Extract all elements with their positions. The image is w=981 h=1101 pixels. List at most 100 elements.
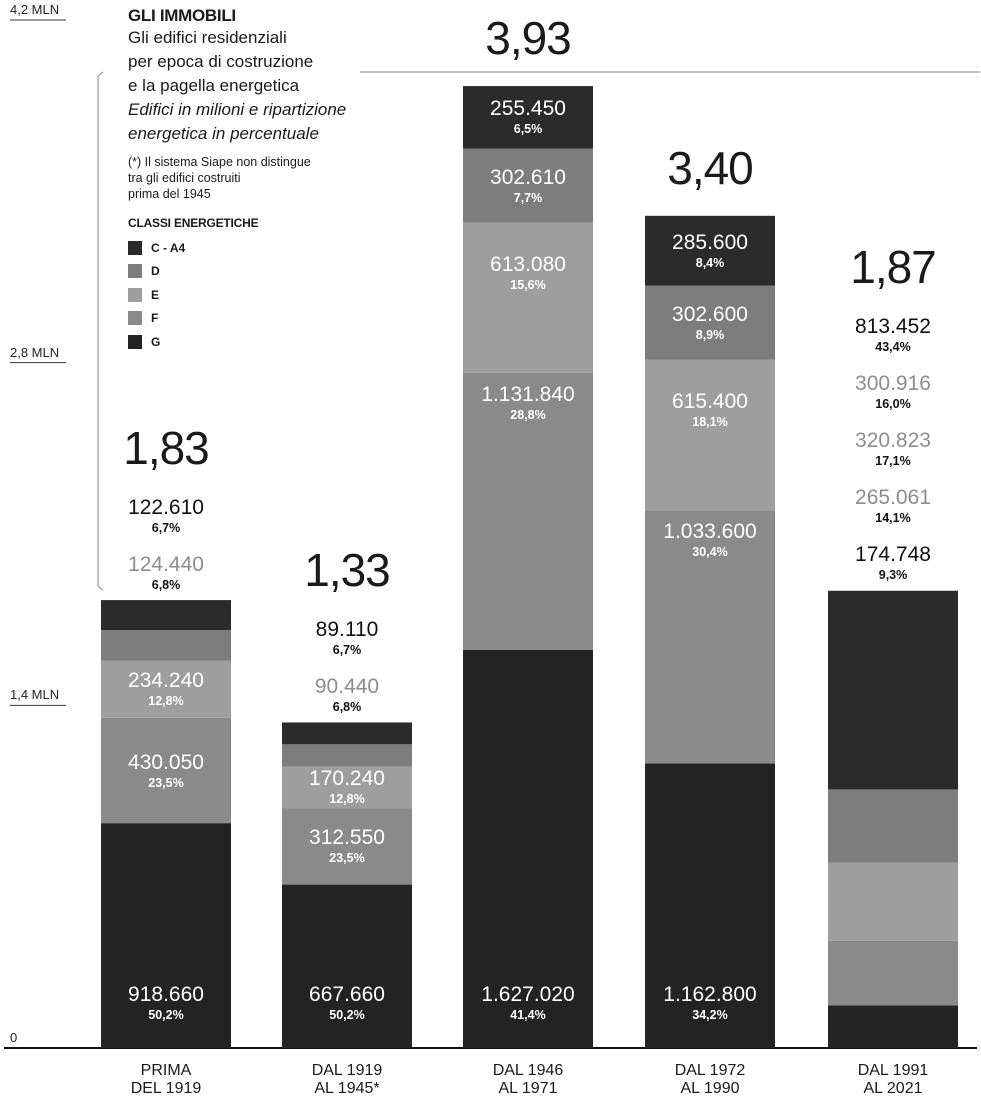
legend-classes-title: CLASSI ENERGETICHE — [128, 216, 259, 230]
bar-3-segment-d — [645, 285, 775, 360]
bar-0-segment-f — [101, 717, 231, 824]
legend-label-f: F — [151, 311, 159, 326]
legend-item-e: E — [128, 283, 488, 307]
legend-block: GLI IMMOBILI Gli edifici residenziali pe… — [128, 5, 488, 354]
bar-total-2: 3,93 — [485, 12, 572, 65]
legend-swatch-e — [128, 287, 142, 302]
bar-1-segment-f — [282, 808, 412, 885]
bar-3-label-d: 302.600 8,9% — [620, 303, 800, 343]
segment-value: 312.550 — [309, 826, 385, 850]
segment-percent: 6,5% — [513, 122, 543, 137]
segment-value: 255.450 — [490, 97, 566, 121]
bar-2-segment-e — [463, 222, 593, 373]
segment-percent: 18,1% — [692, 414, 728, 429]
segment-percent: 16,0% — [875, 397, 911, 412]
bar-0-label-f: 430.050 23,5% — [76, 751, 256, 791]
bar-total-1: 1,33 — [304, 544, 391, 597]
legend-swatch-f — [128, 311, 142, 326]
segment-value: 90.440 — [314, 675, 380, 699]
bar-0-label-d: 124.440 6,8% — [76, 553, 256, 593]
segment-percent: 8,4% — [695, 255, 725, 270]
bar-0-segment-d — [101, 630, 231, 661]
y-tick-label-3: 4,2 MLN — [10, 2, 60, 17]
segment-value: 234.240 — [128, 669, 204, 693]
segment-value: 1.131.840 — [481, 382, 575, 406]
bar-2-label-e: 613.080 15,6% — [438, 253, 618, 293]
bar-1-label-f: 312.550 23,5% — [257, 826, 437, 866]
bar-0-segment-g — [101, 823, 231, 1048]
bar-2-segment-c-a4 — [463, 86, 593, 149]
segment-percent: 50,2% — [148, 1008, 184, 1022]
bar-3-label-c-a4: 285.600 8,4% — [620, 231, 800, 271]
bar-4-label-e: 320.823 17,1% — [803, 429, 981, 469]
bar-4-segment-d — [828, 789, 958, 863]
legend-item-f: F — [128, 307, 488, 331]
bar-2-label-d: 302.610 7,7% — [438, 166, 618, 206]
segment-percent: 17,1% — [875, 454, 911, 469]
bar-1-segment-c-a4 — [282, 722, 412, 745]
bar-2-segment-g — [463, 649, 593, 1048]
subtitle-line-3: e la pagella energetica — [128, 76, 300, 95]
y-tick-label-1: 1,4 MLN — [10, 687, 60, 703]
segment-percent: 6,7% — [332, 643, 362, 658]
bar-3-segment-f — [645, 510, 775, 764]
bar-2-label-f: 1.131.840 28,8% — [438, 383, 618, 423]
bar-2-segment-d — [463, 148, 593, 223]
segment-value: 174.748 — [855, 543, 931, 567]
bar-2-label-c-a4: 255.450 6,5% — [438, 97, 618, 137]
footnote-line-1: (*) Il sistema Siape non distingue — [128, 155, 311, 169]
segment-value: 615.400 — [672, 389, 748, 413]
x-category-line: DAL 1919 — [311, 1062, 383, 1079]
y-tick-label-0: 0 — [10, 1030, 18, 1045]
bar-0-segment-c-a4 — [101, 600, 231, 631]
bar-0-label-e: 234.240 12,8% — [76, 669, 256, 709]
segment-percent: 6,8% — [151, 578, 181, 593]
bar-1-label-g: 667.660 50,2% — [257, 983, 437, 1023]
segment-percent: 23,5% — [148, 775, 184, 790]
bar-1-label-e: 170.240 12,8% — [257, 767, 437, 807]
bar-1-label-c-a4: 89.110 6,7% — [257, 618, 437, 658]
bar-total-4: 1,87 — [850, 241, 937, 294]
segment-percent: 14,1% — [875, 511, 911, 526]
bar-4-label-g: 174.748 9,3% — [803, 543, 981, 583]
segment-value: 302.610 — [490, 165, 566, 189]
bar-3-segment-e — [645, 359, 775, 511]
x-category-line: AL 2021 — [863, 1080, 923, 1097]
bar-0-segment-e — [101, 660, 231, 718]
bar-1-segment-g — [282, 884, 412, 1048]
footnote: (*) Il sistema Siape non distingue tra g… — [128, 154, 488, 202]
legend-label-e: E — [151, 287, 160, 302]
bar-0-label-c-a4: 122.610 6,7% — [76, 496, 256, 536]
segment-value: 918.660 — [128, 983, 204, 1006]
segment-value: 613.080 — [490, 252, 566, 276]
x-category-0: PRIMA DEL 1919 — [86, 1062, 246, 1098]
subtitle-italic-1: Edifici in milioni e ripartizione — [128, 100, 347, 119]
segment-percent: 6,7% — [151, 521, 181, 536]
legend-item-c-a4: C - A4 — [128, 236, 488, 260]
legend-item-d: D — [128, 260, 488, 284]
segment-percent: 8,9% — [695, 327, 725, 342]
segment-percent: 12,8% — [148, 694, 184, 709]
segment-percent: 34,2% — [692, 1008, 728, 1022]
segment-value: 1.627.020 — [481, 983, 575, 1006]
bar-3-segment-c-a4 — [645, 215, 775, 286]
segment-percent: 15,6% — [510, 277, 546, 292]
x-category-2: DAL 1946 AL 1971 — [448, 1062, 608, 1098]
legend-label-g: G — [151, 334, 161, 349]
segment-value: 285.600 — [672, 230, 748, 254]
bar-4-label-f: 265.061 14,1% — [803, 486, 981, 526]
bar-3-label-f: 1.033.600 30,4% — [620, 520, 800, 560]
segment-percent: 41,4% — [510, 1008, 546, 1022]
x-category-line: AL 1971 — [498, 1080, 558, 1097]
segment-value: 170.240 — [309, 767, 385, 791]
segment-percent: 30,4% — [692, 545, 728, 560]
y-tick-label-2: 2,8 MLN — [10, 344, 60, 360]
segment-value: 667.660 — [309, 983, 385, 1006]
footnote-line-3: prima del 1945 — [128, 187, 211, 201]
legend-item-g: G — [128, 330, 488, 354]
bar-3-label-g: 1.162.800 34,2% — [620, 983, 800, 1023]
segment-percent: 23,5% — [329, 851, 365, 866]
segment-value: 89.110 — [315, 618, 379, 642]
bar-total-0: 1,83 — [123, 422, 210, 475]
segment-percent: 6,8% — [332, 700, 362, 715]
